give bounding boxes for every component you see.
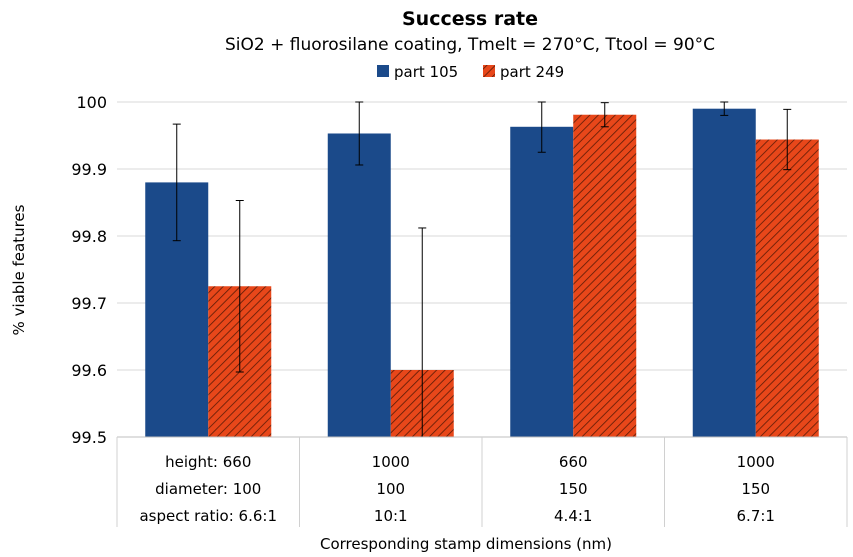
category-label: aspect ratio: 6.6:1 xyxy=(139,507,277,525)
y-tick-label: 99.9 xyxy=(71,160,107,179)
bars xyxy=(145,108,819,438)
legend-label-part-249: part 249 xyxy=(500,63,564,81)
category-label: 150 xyxy=(741,480,770,498)
bar-part-105-3 xyxy=(692,108,756,437)
category-label: 660 xyxy=(559,453,588,471)
y-tick-label: 99.8 xyxy=(71,227,107,246)
y-tick-label: 99.7 xyxy=(71,294,107,313)
chart-title: Success rate xyxy=(402,8,538,30)
y-tick-label: 99.6 xyxy=(71,361,107,380)
category-label: height: 660 xyxy=(165,453,251,471)
y-axis-label: % viable features xyxy=(10,204,28,335)
legend-swatch-part-105 xyxy=(377,65,389,77)
chart-subtitle: SiO2 + fluorosilane coating, Tmelt = 270… xyxy=(225,35,715,55)
error-bars xyxy=(172,101,792,438)
bar-part-105-1 xyxy=(327,133,391,438)
category-table: height: 660 diameter: 100 aspect ratio: 6.… xyxy=(116,436,848,527)
category-label: 4.4:1 xyxy=(554,507,592,525)
category-label: 6.7:1 xyxy=(737,507,775,525)
category-label: 1000 xyxy=(737,453,775,471)
category-label: 1000 xyxy=(372,453,410,471)
legend-label-part-105: part 105 xyxy=(394,63,458,81)
bar-part-249-2 xyxy=(573,114,637,437)
category-label: 10:1 xyxy=(374,507,408,525)
x-axis-label: Corresponding stamp dimensions (nm) xyxy=(320,535,612,553)
legend-swatch-part-249 xyxy=(483,65,495,77)
y-tick-label: 99.5 xyxy=(71,428,107,447)
bar-part-249-3 xyxy=(755,139,819,437)
category-label: diameter: 100 xyxy=(155,480,261,498)
category-label: 100 xyxy=(376,480,405,498)
y-tick-label: 100 xyxy=(76,93,107,112)
category-label: 150 xyxy=(559,480,588,498)
bar-part-105-2 xyxy=(510,126,574,437)
y-tick-labels: 99.5 99.6 99.7 99.8 99.9 100 xyxy=(71,93,107,447)
legend: part 105 part 249 xyxy=(377,63,564,81)
